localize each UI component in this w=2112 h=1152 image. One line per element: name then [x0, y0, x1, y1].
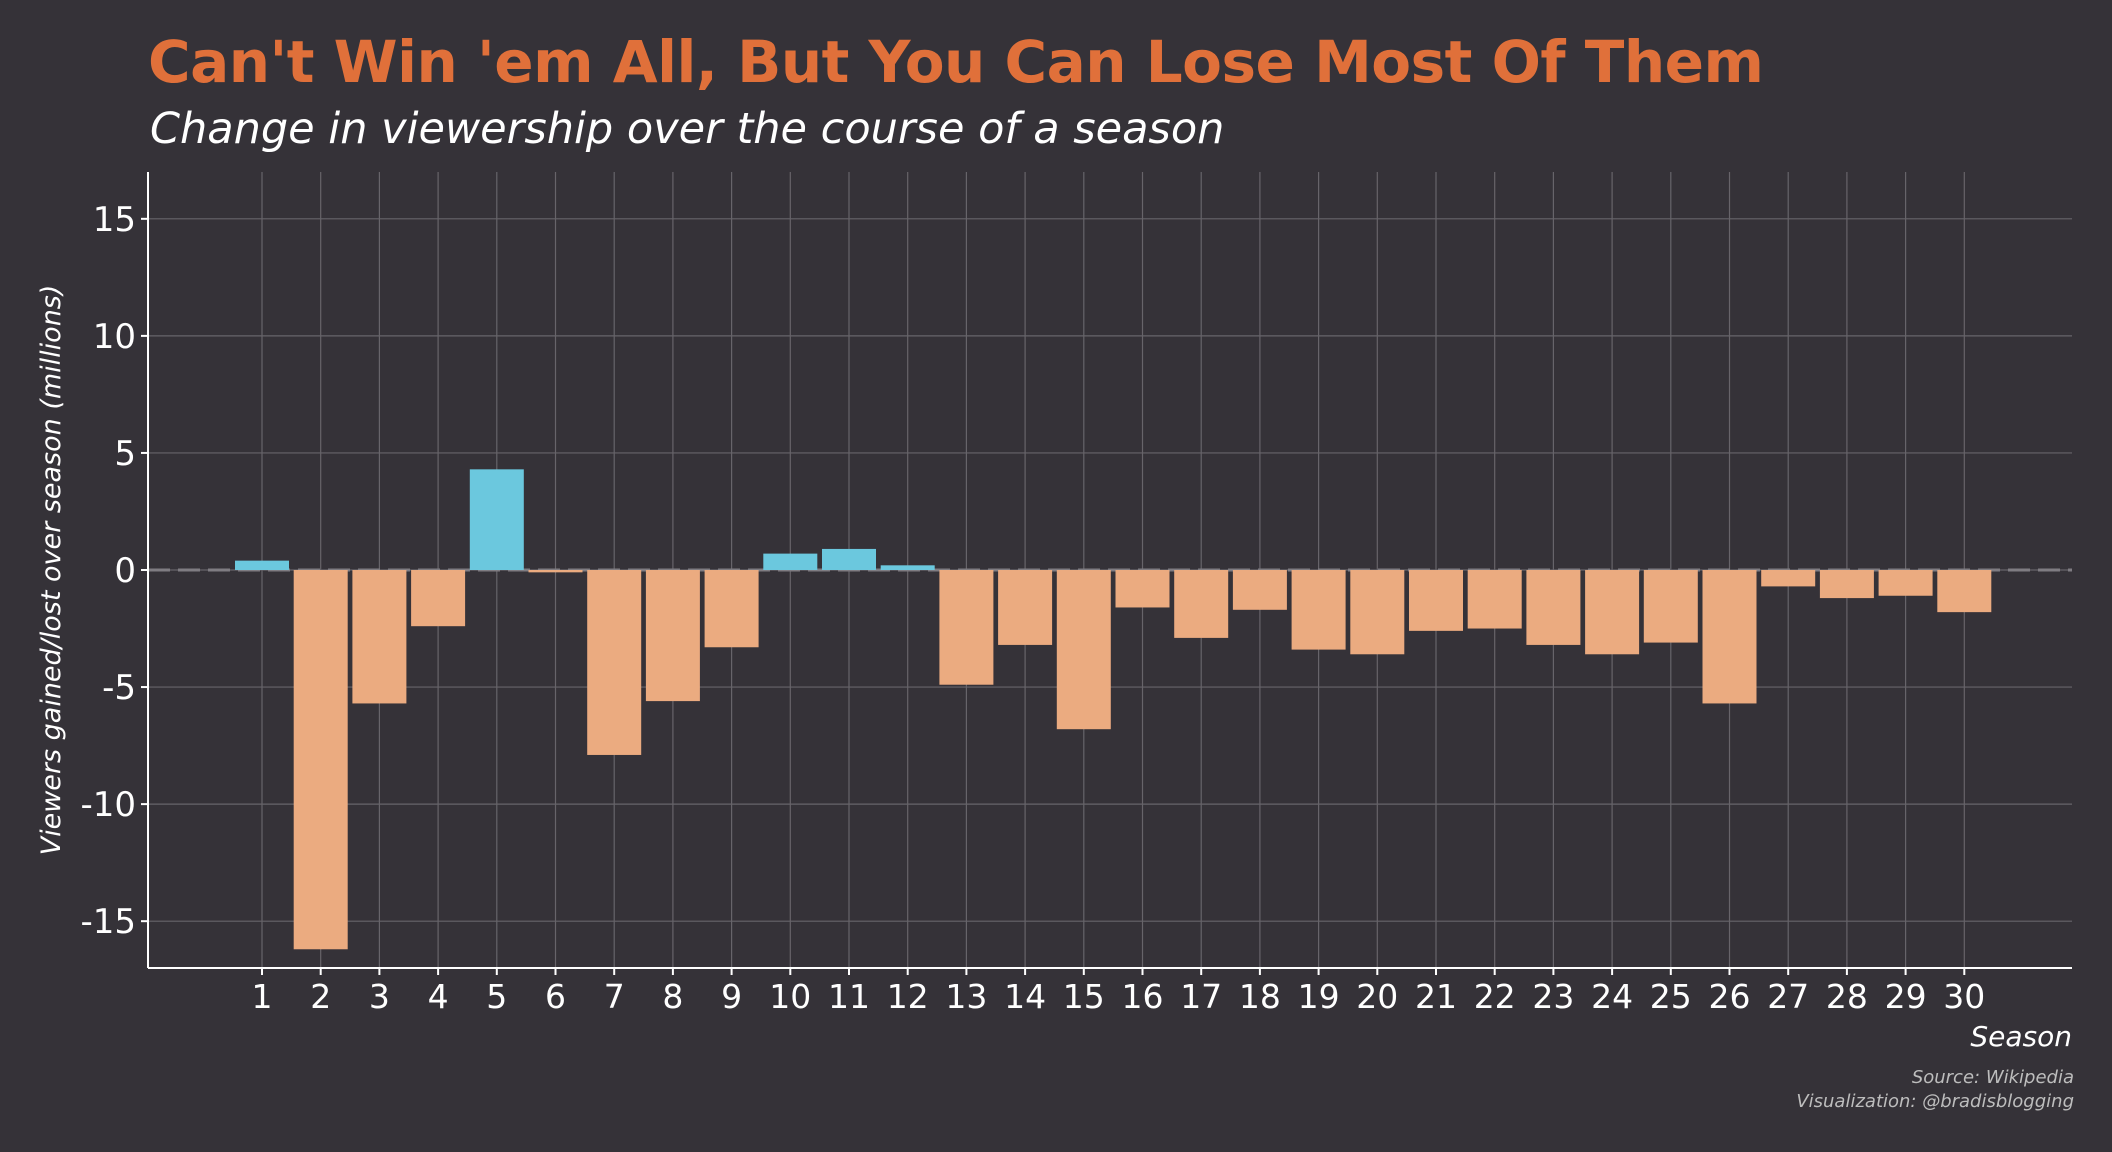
bar: [645, 570, 700, 702]
x-axis-title: Season: [1970, 1020, 2072, 1053]
x-tick-label: 21: [1415, 977, 1457, 1016]
y-tick-label: 5: [114, 434, 136, 474]
y-tick-label: -10: [80, 785, 136, 825]
bar: [1761, 570, 1816, 587]
x-tick-label: 2: [310, 977, 331, 1016]
x-tick-label: 29: [1885, 977, 1927, 1016]
bar: [998, 570, 1053, 645]
x-tick-label: 8: [662, 977, 683, 1016]
bar: [1467, 570, 1522, 629]
x-tick-label: 15: [1063, 977, 1105, 1016]
x-tick-label: 1: [252, 977, 273, 1016]
bar: [1819, 570, 1874, 599]
x-tick-label: 3: [369, 977, 390, 1016]
y-tick-label: 0: [114, 551, 136, 591]
y-tick-label: -15: [80, 902, 136, 942]
x-tick-label: 12: [887, 977, 929, 1016]
bar: [469, 469, 524, 570]
x-tick-label: 10: [769, 977, 811, 1016]
x-tick-label: 20: [1356, 977, 1398, 1016]
x-tick-label: 26: [1709, 977, 1751, 1016]
bar: [1174, 570, 1229, 638]
y-tick-label: 10: [93, 317, 136, 357]
x-tick-label: 22: [1474, 977, 1516, 1016]
bar: [1115, 570, 1170, 608]
footer: Source: Wikipedia Visualization: @bradis…: [1796, 1066, 2074, 1114]
bar: [1526, 570, 1581, 645]
x-tick-label: 30: [1943, 977, 1985, 1016]
x-tick-label: 9: [721, 977, 742, 1016]
bar: [1232, 570, 1287, 610]
source-note: Source: Wikipedia: [1911, 1067, 2074, 1088]
bar: [939, 570, 994, 685]
bar: [528, 570, 583, 573]
bar: [352, 570, 407, 704]
x-tick-label: 28: [1826, 977, 1868, 1016]
x-tick-label: 4: [428, 977, 449, 1016]
x-tick-label: 11: [828, 977, 870, 1016]
x-tick-label: 6: [545, 977, 566, 1016]
x-tick-label: 13: [945, 977, 987, 1016]
bar: [293, 570, 348, 950]
bar: [1585, 570, 1640, 655]
bar: [411, 570, 466, 627]
bar: [1409, 570, 1463, 631]
x-tick-label: 18: [1239, 977, 1281, 1016]
x-tick-label: 7: [604, 977, 625, 1016]
bar: [1056, 570, 1111, 730]
bar: [587, 570, 642, 755]
y-axis-title: Viewers gained/lost over season (million…: [36, 285, 67, 856]
x-tick-label: 19: [1298, 977, 1340, 1016]
bar: [880, 565, 935, 570]
y-tick-label: -5: [102, 668, 136, 708]
bar: [235, 560, 289, 570]
chart-subtitle: Change in viewership over the course of …: [150, 104, 1225, 154]
bar: [1937, 570, 1992, 613]
bar: [1643, 570, 1698, 643]
x-tick-label: 17: [1180, 977, 1222, 1016]
credit-note: Visualization: @bradisblogging: [1796, 1091, 2074, 1112]
bar: [704, 570, 759, 648]
y-tick-label: 15: [93, 200, 136, 240]
x-tick-label: 27: [1767, 977, 1809, 1016]
x-tick-label: 23: [1532, 977, 1574, 1016]
bar: [763, 553, 818, 570]
x-tick-label: 14: [1004, 977, 1046, 1016]
x-tick-label: 5: [486, 977, 507, 1016]
bar: [1878, 570, 1933, 596]
x-tick-label: 24: [1591, 977, 1633, 1016]
bar: [1350, 570, 1405, 655]
bar: [1702, 570, 1757, 704]
chart-title: Can't Win 'em All, But You Can Lose Most…: [148, 28, 1764, 96]
x-tick-label: 16: [1122, 977, 1164, 1016]
bar: [1291, 570, 1346, 650]
x-tick-label: 25: [1650, 977, 1692, 1016]
bar: [822, 548, 876, 570]
